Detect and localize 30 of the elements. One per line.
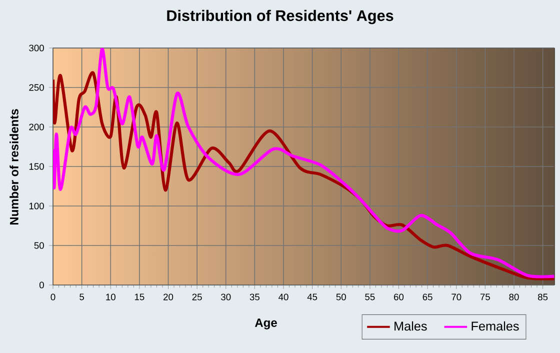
x-tick-label: 85 [538, 294, 548, 300]
x-tick-label: 30 [221, 294, 231, 300]
y-tick-label: 200 [29, 124, 44, 130]
x-tick-label: 20 [164, 294, 174, 300]
x-tick-label: 50 [336, 294, 346, 300]
y-tick-label: 100 [29, 202, 44, 210]
x-tick-label: 40 [278, 294, 288, 300]
x-tick-label: 25 [192, 294, 202, 300]
x-tick-label: 55 [365, 294, 375, 300]
x-tick-label: 75 [480, 294, 490, 300]
x-tick-label: 65 [422, 294, 432, 300]
y-axis-title: Number of residents [10, 109, 18, 225]
x-tick-label: 10 [106, 294, 116, 300]
x-tick-label: 5 [80, 294, 84, 300]
y-tick-label: 250 [29, 84, 44, 91]
x-tick-label: 70 [452, 294, 462, 300]
y-tick-label: 50 [34, 242, 44, 249]
x-tick-label: 60 [394, 294, 404, 300]
x-tick-label: 15 [134, 294, 144, 300]
x-axis-title: Age [254, 318, 277, 330]
legend-label: Males [394, 321, 427, 331]
x-tick-label: 0 [50, 294, 56, 300]
y-tick-label: 300 [29, 44, 44, 52]
chart-title: Distribution of Residents' Ages [167, 10, 394, 24]
x-tick-label: 35 [250, 294, 260, 300]
legend-label: Females [472, 321, 519, 331]
y-tick-label: 150 [29, 163, 44, 170]
x-tick-label: 80 [509, 294, 519, 300]
y-tick-label: 0 [39, 282, 44, 288]
x-tick-label: 45 [307, 294, 318, 300]
